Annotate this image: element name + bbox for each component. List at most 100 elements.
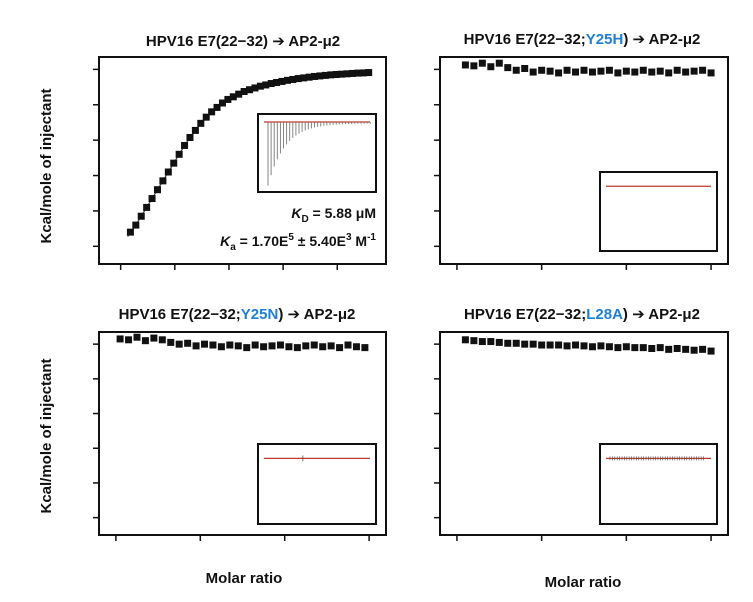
data-point: [639, 66, 647, 74]
text-part: HPV16 E7(22−32;: [119, 306, 241, 323]
data-point: [614, 69, 622, 77]
data-point: [572, 341, 580, 349]
data-point: [132, 221, 140, 229]
data-point: [310, 341, 318, 349]
data-point: [461, 61, 469, 69]
text-part: HPV16 E7(22−32;: [464, 306, 586, 323]
text-part: K: [291, 205, 302, 221]
data-point: [361, 344, 369, 352]
data-point: [260, 343, 268, 351]
data-point: [246, 86, 254, 94]
text-part: HPV16 E7(22−32): [146, 33, 268, 50]
raw-data-inset: [599, 171, 718, 252]
data-point: [311, 72, 319, 80]
data-point: [243, 344, 251, 352]
text-part: a: [230, 242, 236, 253]
data-point: [153, 186, 161, 194]
plot-frame: [98, 331, 387, 536]
data-point: [316, 72, 324, 80]
data-point: [164, 168, 172, 176]
data-point: [184, 339, 192, 347]
data-point: [217, 343, 225, 351]
data-point: [512, 339, 520, 347]
data-point: [191, 126, 199, 134]
data-point: [504, 339, 512, 347]
data-point: [478, 59, 486, 67]
data-point: [521, 65, 529, 72]
data-point: [495, 338, 503, 346]
data-point: [278, 77, 286, 85]
data-point: [116, 335, 124, 343]
data-point: [622, 343, 630, 351]
data-point: [478, 338, 486, 346]
data-point: [588, 68, 596, 76]
text-part: Y25H: [586, 31, 624, 48]
data-point: [470, 62, 478, 70]
data-point: [213, 103, 221, 111]
data-point: [158, 336, 166, 344]
text-part: HPV16 E7(22−32;: [464, 31, 586, 48]
text-part: ± 5.40E: [294, 233, 346, 249]
plot-frame: [439, 331, 729, 536]
data-point: [707, 347, 715, 355]
data-point: [276, 341, 284, 349]
data-point: [294, 75, 302, 83]
data-point: [218, 99, 226, 107]
kd-annotation: KD = 5.88 μM: [291, 205, 376, 225]
data-point: [682, 345, 690, 353]
data-point: [648, 344, 656, 352]
data-point: [665, 69, 673, 77]
data-point: [538, 341, 546, 349]
data-point: [521, 340, 529, 348]
data-point: [137, 212, 145, 220]
data-point: [487, 63, 495, 71]
data-point: [614, 344, 622, 352]
raw-data-inset: [257, 443, 377, 525]
data-point: [682, 68, 690, 76]
data-point: [622, 67, 630, 75]
data-point: [639, 344, 647, 352]
panel-4: HPV16 E7(22−32;L28A) ➔ AP2-μ2: [434, 306, 729, 541]
text-part: ) ➔ AP2-μ2: [623, 306, 700, 323]
data-point: [605, 66, 613, 74]
text-part: 5: [288, 232, 294, 243]
data-point: [673, 66, 681, 74]
panel-2: HPV16 E7(22−32;Y25H) ➔ AP2-μ2: [434, 31, 729, 270]
data-point: [319, 343, 327, 351]
data-point: [690, 67, 698, 75]
data-point: [563, 66, 571, 74]
data-point: [529, 68, 537, 76]
data-point: [240, 88, 248, 95]
data-point: [141, 337, 149, 345]
data-point: [283, 76, 291, 84]
data-point: [202, 113, 210, 121]
data-point: [631, 344, 639, 352]
plot-frame: [98, 56, 387, 265]
panel-title: HPV16 E7(22−32;Y25H) ➔ AP2-μ2: [464, 31, 701, 48]
text-part: M: [352, 233, 368, 249]
data-point: [512, 66, 520, 74]
data-point: [262, 81, 270, 89]
data-point: [273, 78, 281, 86]
y-axis-label-top: Kcal/mole of injectant: [38, 88, 55, 243]
data-point: [327, 71, 335, 79]
y-axis-label-bottom: Kcal/mole of injectant: [38, 358, 55, 513]
data-point: [285, 343, 293, 351]
text-part: D: [301, 214, 308, 225]
ka-annotation: Ka = 1.70E5 ± 5.40E3 M-1: [220, 232, 376, 253]
data-point: [125, 336, 133, 344]
data-point: [354, 69, 362, 77]
data-point: [352, 343, 360, 351]
data-point: [365, 69, 373, 77]
data-point: [563, 342, 571, 350]
plot-frame: [439, 56, 729, 265]
data-point: [170, 159, 178, 167]
data-point: [150, 334, 158, 342]
text-part: ) ➔ AP2-μ2: [278, 306, 355, 323]
data-point: [209, 341, 217, 349]
data-point: [332, 71, 340, 79]
data-point: [555, 69, 563, 77]
text-part: 3: [346, 232, 352, 243]
